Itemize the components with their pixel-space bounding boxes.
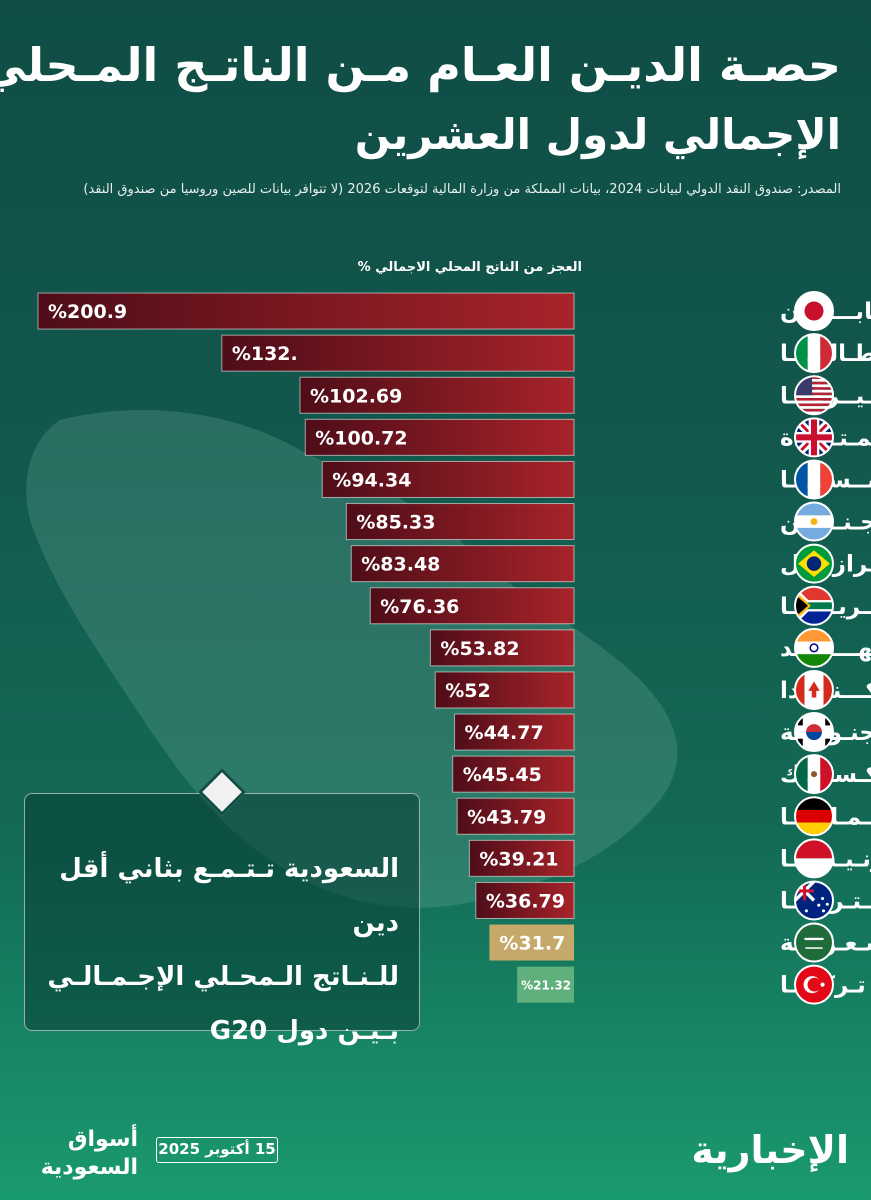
indonesia-flag-icon — [794, 838, 834, 879]
bar-value-label: %132. — [232, 343, 298, 365]
france-flag-icon — [794, 459, 834, 500]
publish-date: 15 أكتوبر 2025 — [156, 1137, 278, 1163]
australia-flag-icon — [794, 880, 834, 921]
south-korea-flag-icon — [794, 712, 834, 753]
canada-flag-icon — [794, 669, 834, 710]
bar — [517, 966, 574, 1003]
bar — [369, 587, 575, 625]
callout-line1: السعودية تـتـمـع بثاني أقل دين — [59, 854, 399, 938]
callout-box: السعودية تـتـمـع بثاني أقل دين للـنـاتج … — [24, 793, 420, 1046]
bar — [345, 503, 575, 541]
bar — [304, 418, 575, 456]
bar — [37, 292, 575, 330]
bar — [350, 545, 575, 583]
callout-line3: بـيـن دول G20 — [209, 1016, 399, 1046]
south-africa-flag-icon — [794, 585, 834, 626]
bar — [475, 881, 575, 919]
callout-text: السعودية تـتـمـع بثاني أقل دين للـنـاتج … — [39, 842, 399, 1058]
bar-value-label: %45.45 — [463, 764, 542, 786]
argentina-flag-icon — [794, 501, 834, 542]
bar — [454, 713, 575, 751]
germany-flag-icon — [794, 796, 834, 837]
logo-line2: السعودية — [40, 1155, 138, 1180]
bar-value-label: %21.32 — [521, 979, 571, 993]
bar — [299, 376, 575, 414]
logo-line1: أسواق — [67, 1127, 138, 1152]
turkey-flag-icon — [794, 964, 834, 1005]
mexico-flag-icon — [794, 754, 834, 795]
bar-value-label: %94.34 — [332, 469, 411, 491]
value-axis-label: العجز من الناتج المحلي الاجمالي % — [357, 260, 582, 275]
bar-value-label: %76.36 — [380, 596, 459, 618]
brazil-flag-icon — [794, 543, 834, 584]
source-note: المصدر: صندوق النقد الدولي لبيانات 2024،… — [83, 182, 841, 197]
bar-value-label: %102.69 — [310, 385, 402, 407]
chart-title-line2: الإجمالي لدول العشرين — [354, 110, 841, 159]
callout-line2: للـنـاتج الـمحـلي الإجـمـالـي — [47, 962, 399, 992]
bar — [489, 924, 574, 961]
bar-value-label: %43.79 — [467, 806, 546, 828]
bar — [429, 629, 575, 667]
bar — [452, 755, 575, 793]
bar — [468, 839, 575, 877]
bar-value-label: %36.79 — [486, 890, 565, 912]
bar-value-label: %31.7 — [499, 933, 565, 955]
chart-title-line1: حصـة الديـن العـام مـن الناتـج المـحلي — [0, 38, 841, 92]
bar-value-label: %44.77 — [465, 722, 544, 744]
bar — [221, 334, 575, 372]
bar — [456, 797, 575, 835]
bar-value-label: %83.48 — [361, 554, 440, 576]
bar-value-label: %85.33 — [356, 512, 435, 534]
bar-value-label: %53.82 — [440, 638, 519, 660]
aswaq-logo: أسواق السعودية — [18, 1126, 138, 1182]
bar-value-label: %52 — [445, 680, 490, 702]
bar — [434, 671, 575, 709]
bar-value-label: %200.9 — [48, 301, 127, 323]
italy-flag-icon — [794, 333, 834, 374]
bar — [321, 460, 575, 498]
saudi-flag-icon — [794, 922, 834, 963]
japan-flag-icon — [794, 291, 834, 332]
bar-value-label: %100.72 — [315, 427, 407, 449]
bar-chart: %200.9الـيـابــــــان%132.إيـطـالـيـــا%… — [37, 291, 834, 1005]
uk-flag-icon — [794, 417, 834, 458]
india-flag-icon — [794, 627, 834, 668]
usa-flag-icon — [794, 375, 834, 416]
bar-value-label: %39.21 — [479, 848, 558, 870]
brand-logo: الإخبارية — [691, 1128, 849, 1172]
